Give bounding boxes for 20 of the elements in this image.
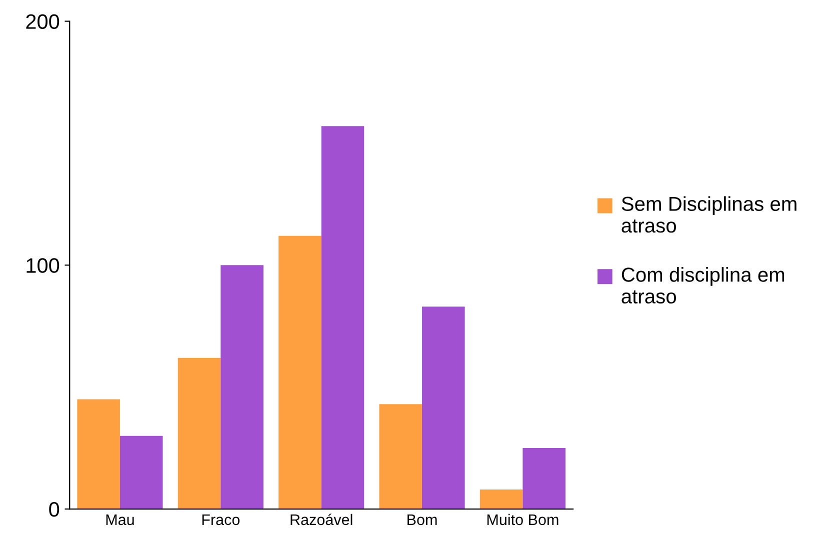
bar [480,490,523,510]
y-tick-label: 200 [26,14,60,30]
bar [178,358,221,510]
bar [422,306,465,510]
x-tick-label: Fraco [202,514,240,526]
bar [220,265,264,510]
x-tick-label: Razoável [290,514,352,526]
y-tick-label: 0 [49,502,60,517]
y-tick-label: 100 [26,258,60,273]
x-tick-label: Muito Bom [487,514,558,526]
bar [278,236,322,510]
legend-label: Sem Disciplinas em atraso [622,196,796,233]
bar [522,448,566,510]
bar [120,436,163,510]
bar [321,126,364,510]
x-tick-label: Bom [408,514,437,526]
bar [77,399,120,510]
legend-label: Com disciplina em atraso [622,267,784,304]
x-tick-label: Mau [106,514,134,526]
bar [379,404,422,510]
